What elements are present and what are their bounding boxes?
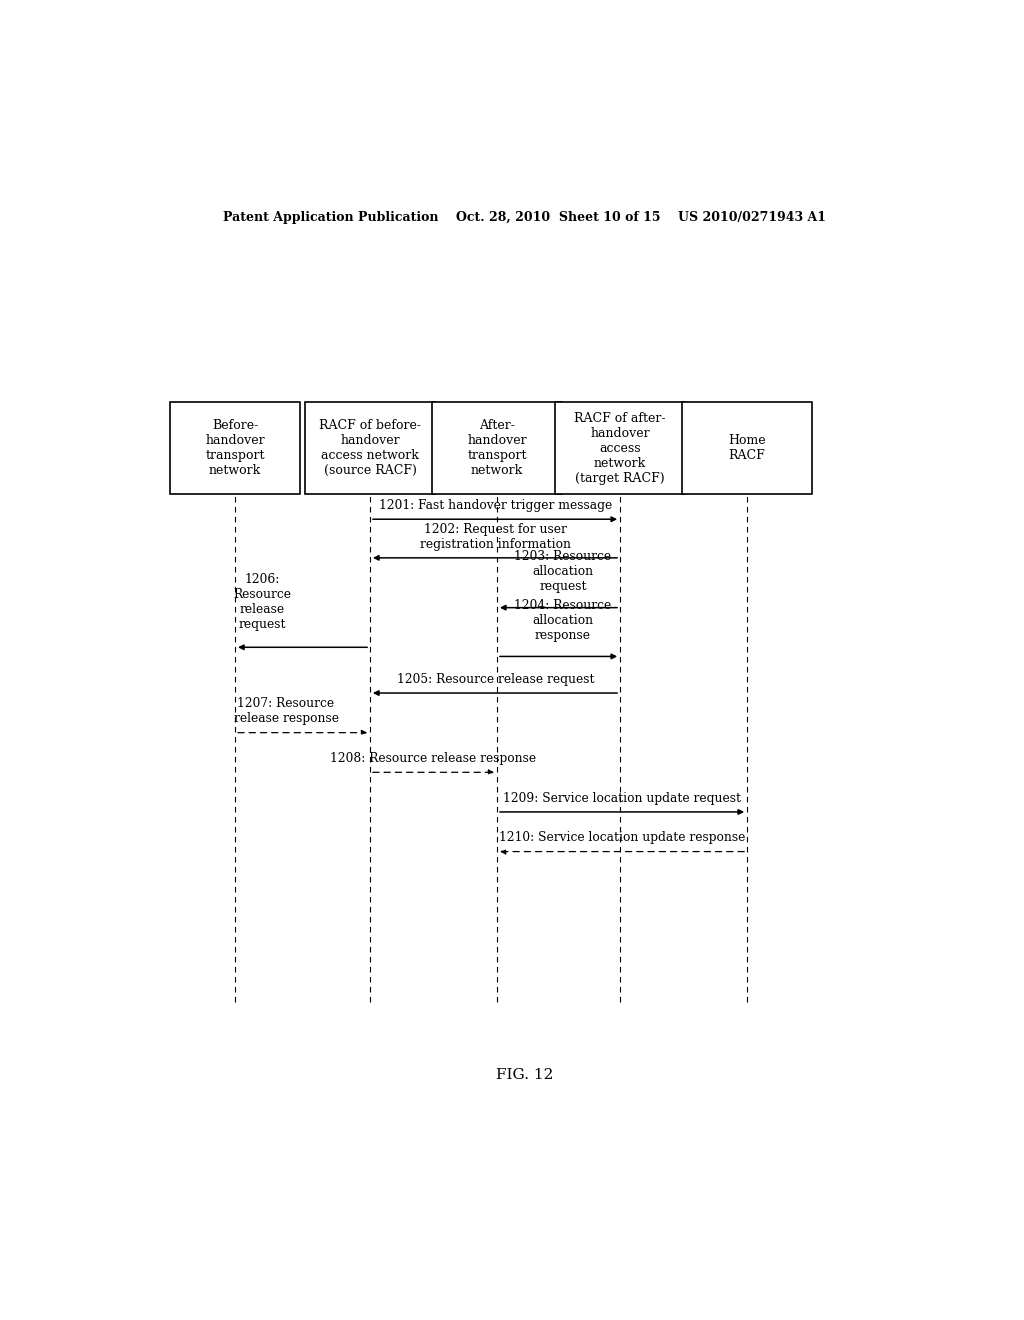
Bar — [432, 403, 562, 494]
Text: RACF of after-
handover
access
network
(target RACF): RACF of after- handover access network (… — [574, 412, 666, 484]
Text: Before-
handover
transport
network: Before- handover transport network — [206, 418, 265, 477]
Text: Patent Application Publication    Oct. 28, 2010  Sheet 10 of 15    US 2010/02719: Patent Application Publication Oct. 28, … — [223, 211, 826, 224]
Bar — [170, 403, 300, 494]
Text: 1201: Fast handover trigger message: 1201: Fast handover trigger message — [379, 499, 612, 512]
Text: 1208: Resource release response: 1208: Resource release response — [331, 752, 537, 766]
Bar — [305, 403, 435, 494]
Text: After-
handover
transport
network: After- handover transport network — [467, 418, 526, 477]
Text: RACF of before-
handover
access network
(source RACF): RACF of before- handover access network … — [319, 418, 421, 477]
Text: 1207: Resource
release response: 1207: Resource release response — [233, 697, 339, 725]
Text: 1206:
Resource
release
request: 1206: Resource release request — [233, 573, 292, 631]
Text: Home
RACF: Home RACF — [728, 434, 766, 462]
Text: FIG. 12: FIG. 12 — [496, 1068, 554, 1082]
Text: 1205: Resource release request: 1205: Resource release request — [396, 673, 594, 686]
Bar — [682, 403, 812, 494]
Text: 1210: Service location update response: 1210: Service location update response — [500, 832, 745, 845]
Text: 1203: Resource
allocation
request: 1203: Resource allocation request — [514, 550, 611, 594]
Text: 1204: Resource
allocation
response: 1204: Resource allocation response — [514, 599, 611, 643]
Bar — [555, 403, 685, 494]
Text: 1202: Request for user
registration information: 1202: Request for user registration info… — [420, 523, 571, 550]
Text: 1209: Service location update request: 1209: Service location update request — [504, 792, 741, 805]
